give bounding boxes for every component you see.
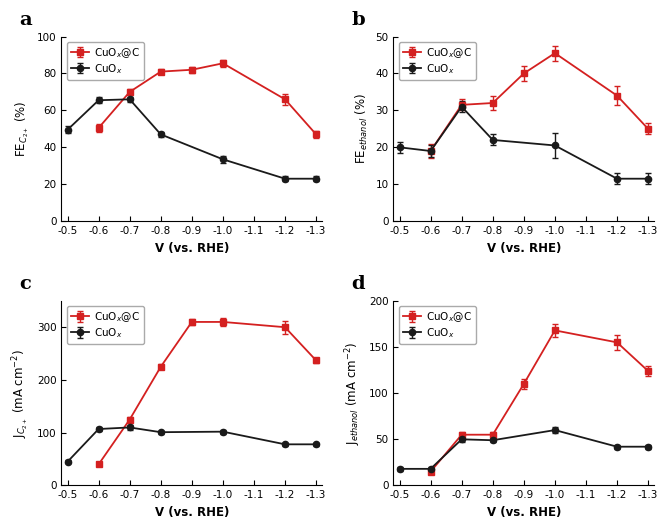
Y-axis label: FE$_{ethanol}$ (%): FE$_{ethanol}$ (%) xyxy=(354,93,370,164)
X-axis label: V (vs. RHE): V (vs. RHE) xyxy=(486,242,561,254)
Legend: CuO$_x$@C, CuO$_x$: CuO$_x$@C, CuO$_x$ xyxy=(66,306,143,344)
Y-axis label: J$_{C_{2+}}$ (mA cm$^{-2}$): J$_{C_{2+}}$ (mA cm$^{-2}$) xyxy=(11,349,31,438)
Y-axis label: J$_{ethanol}$ (mA cm$^{-2}$): J$_{ethanol}$ (mA cm$^{-2}$) xyxy=(344,341,363,445)
Legend: CuO$_x$@C, CuO$_x$: CuO$_x$@C, CuO$_x$ xyxy=(399,42,476,80)
Text: c: c xyxy=(19,276,31,294)
Legend: CuO$_x$@C, CuO$_x$: CuO$_x$@C, CuO$_x$ xyxy=(399,306,476,344)
Text: b: b xyxy=(352,11,365,29)
Text: a: a xyxy=(19,11,32,29)
X-axis label: V (vs. RHE): V (vs. RHE) xyxy=(155,242,229,254)
Text: d: d xyxy=(352,276,365,294)
X-axis label: V (vs. RHE): V (vs. RHE) xyxy=(155,506,229,519)
Legend: CuO$_x$@C, CuO$_x$: CuO$_x$@C, CuO$_x$ xyxy=(66,42,143,80)
Y-axis label: FE$_{C_{2+}}$ (%): FE$_{C_{2+}}$ (%) xyxy=(13,101,31,157)
X-axis label: V (vs. RHE): V (vs. RHE) xyxy=(486,506,561,519)
